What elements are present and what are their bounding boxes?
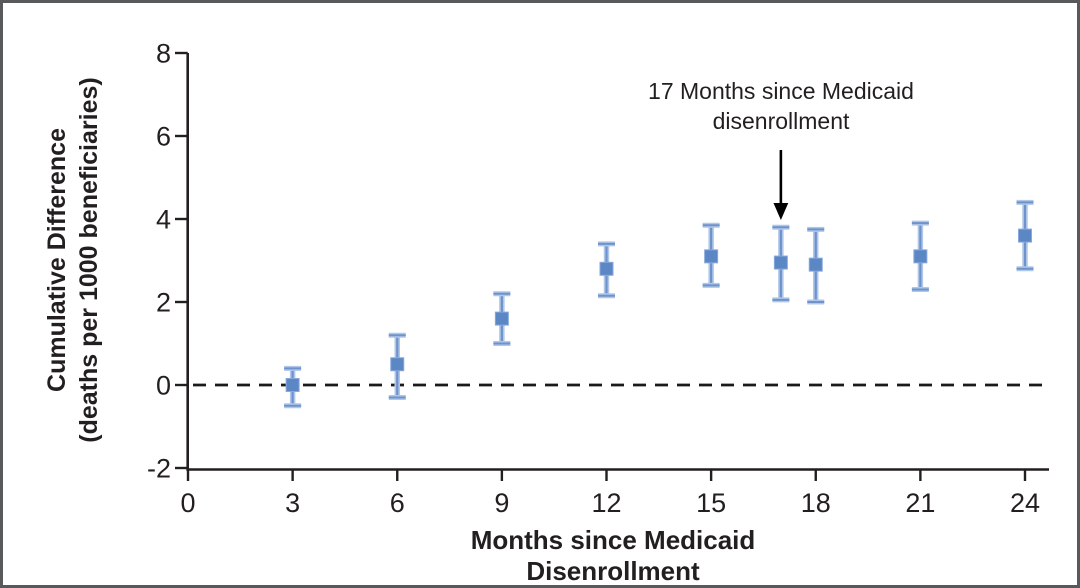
data-point-marker [773,255,788,270]
y-tick-label: 2 [156,288,171,318]
annotation-line1: 17 Months since Medicaid [648,78,914,104]
plot-area: 8 6 4 2 0 -2 0 3 6 9 12 15 18 21 24 [147,39,1049,518]
x-tick-label: 9 [494,488,509,518]
y-tick-label: -2 [147,454,171,484]
data-point-marker [390,357,405,372]
data-point-marker [285,378,300,392]
x-tick-label: 3 [285,488,300,518]
x-tick-label: 18 [801,488,831,518]
data-point-marker [1018,228,1032,243]
x-axis-title: Months since Medicaid Disenrollment [470,525,756,586]
x-tick-label: 15 [696,488,726,518]
x-tick-label: 21 [905,488,935,518]
data-point-marker [599,261,614,276]
data-point-marker [704,249,719,264]
annotation-line2: disenrollment [712,108,850,134]
data-point-marker [494,311,509,326]
annotation-arrow-head [773,203,789,220]
y-tick-label: 4 [156,205,171,235]
data-point-marker [913,249,928,264]
x-tick-label: 0 [180,488,195,518]
annotation-label: 17 Months since Medicaid disenrollment [561,76,1001,136]
data-point-marker [808,257,823,272]
y-tick-label: 6 [156,122,171,152]
y-tick-label: 0 [156,371,171,401]
x-tick-label: 24 [1010,488,1040,518]
y-tick-label: 8 [156,39,171,69]
x-tick-label: 12 [591,488,621,518]
x-tick-label: 6 [390,488,405,518]
